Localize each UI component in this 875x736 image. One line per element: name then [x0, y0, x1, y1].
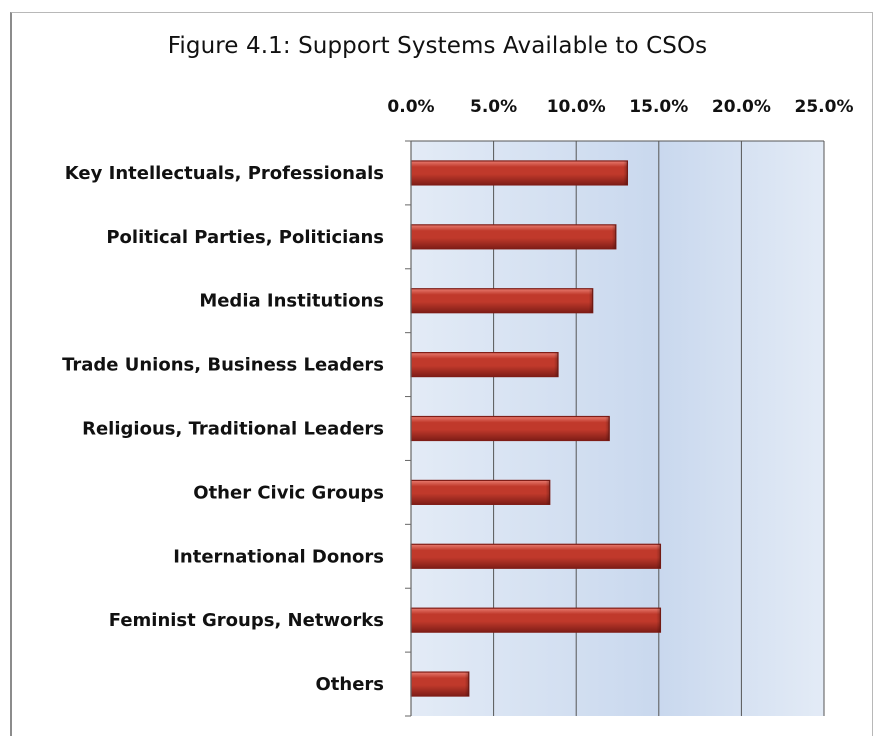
bar: [410, 160, 629, 186]
bar-end-shade: [464, 672, 469, 697]
bar-group: [410, 671, 470, 697]
category-label: International Donors: [173, 546, 384, 567]
x-tick-label: 5.0%: [470, 97, 517, 117]
category-label: Political Parties, Politicians: [106, 227, 384, 248]
bar-group: [410, 224, 617, 250]
bar-group: [410, 479, 551, 505]
bar: [410, 352, 559, 378]
bar-group: [410, 607, 662, 633]
chart-title: Figure 4.1: Support Systems Available to…: [167, 33, 708, 59]
bar: [410, 415, 610, 442]
bar-group: [410, 160, 629, 186]
category-label: Key Intellectuals, Professionals: [65, 163, 384, 184]
category-label: Religious, Traditional Leaders: [82, 419, 384, 440]
bar-end-shade: [623, 160, 628, 185]
bar: [410, 671, 470, 697]
bar-end-shade: [656, 608, 661, 633]
x-tick-label: 25.0%: [795, 97, 854, 117]
bar-group: [410, 352, 559, 378]
bar-end-shade: [554, 352, 559, 377]
bar-end-shade: [588, 288, 593, 313]
bar: [410, 224, 617, 250]
bar-group: [410, 288, 594, 314]
x-tick-label: 10.0%: [547, 97, 606, 117]
x-tick-label: 20.0%: [712, 97, 771, 117]
category-label: Others: [315, 674, 384, 695]
category-label: Other Civic Groups: [193, 482, 384, 503]
bar-end-shade: [545, 480, 550, 505]
bar-group: [410, 415, 610, 442]
bar-end-shade: [605, 416, 610, 441]
category-label: Feminist Groups, Networks: [109, 610, 384, 631]
category-label: Trade Unions, Business Leaders: [62, 355, 384, 376]
bar-end-shade: [656, 544, 661, 569]
bar: [410, 543, 662, 569]
bar: [410, 607, 662, 633]
bar-end-shade: [611, 224, 616, 249]
x-tick-label: 0.0%: [387, 97, 434, 117]
bar-group: [410, 543, 662, 569]
x-tick-label: 15.0%: [629, 97, 688, 117]
category-label: Media Institutions: [199, 291, 384, 312]
bar: [410, 288, 594, 314]
bar: [410, 479, 551, 505]
